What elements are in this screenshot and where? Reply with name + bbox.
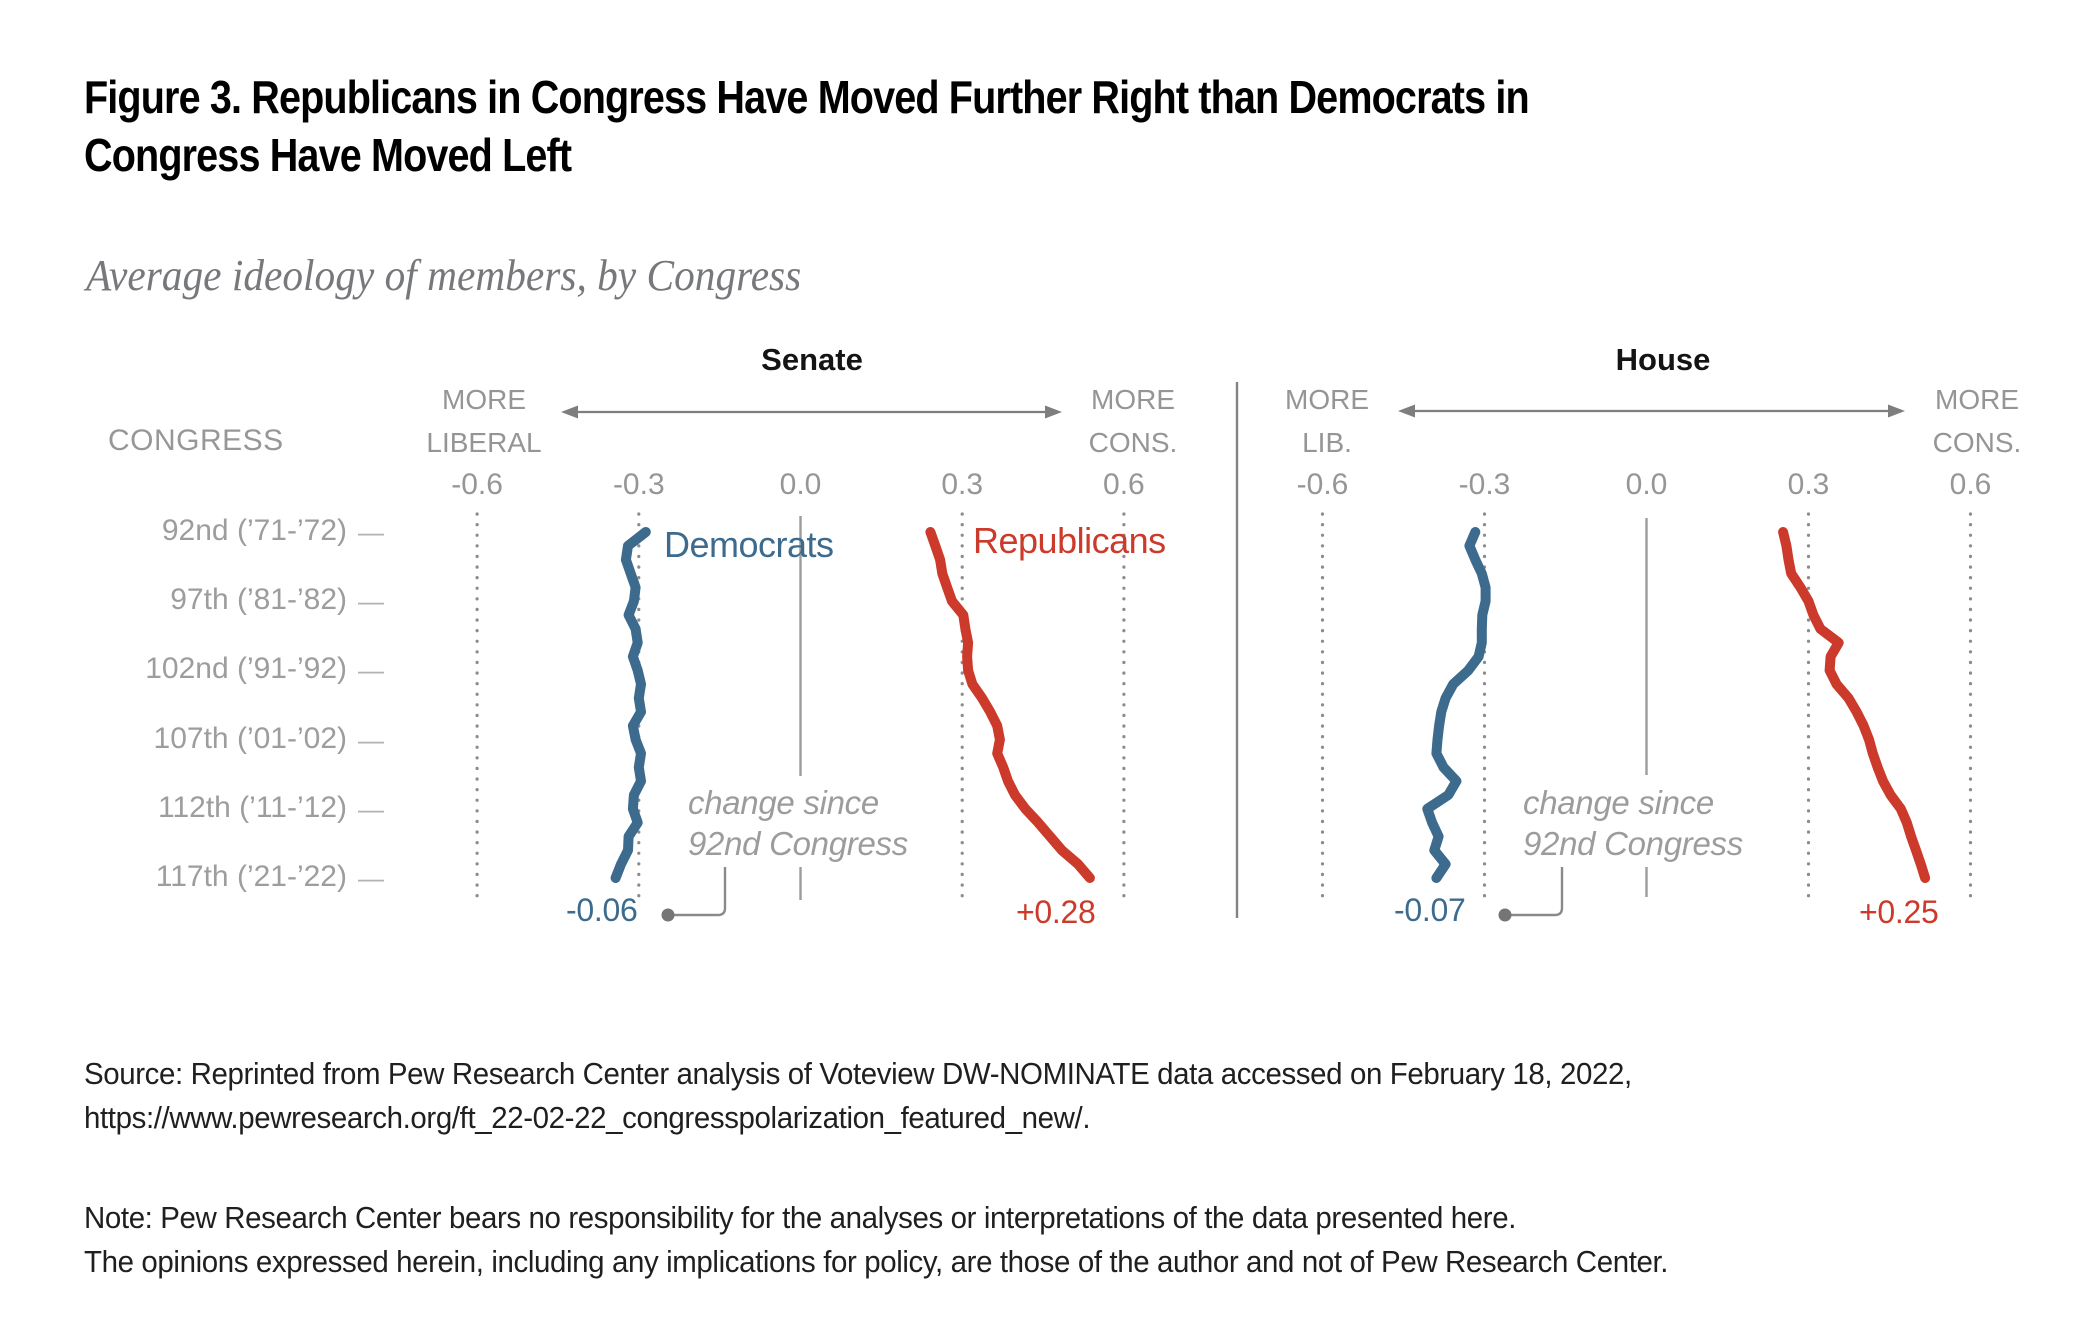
house-callout-connector — [1511, 867, 1564, 917]
senate-republicans-line — [925, 527, 1095, 883]
house-republicans-line — [1778, 527, 1931, 883]
senate-callout-connector — [674, 867, 727, 917]
house-arrowhead-right-icon — [1888, 404, 1905, 418]
senate-democrats-line — [610, 527, 651, 883]
house-callout-dot-icon — [1498, 908, 1512, 922]
house-arrowhead-left-icon — [1398, 404, 1415, 418]
senate-callout-dot-icon — [661, 908, 675, 922]
senate-arrowhead-right-icon — [1045, 405, 1062, 419]
senate-arrowhead-left-icon — [561, 405, 578, 419]
house-democrats-line — [1422, 527, 1491, 883]
